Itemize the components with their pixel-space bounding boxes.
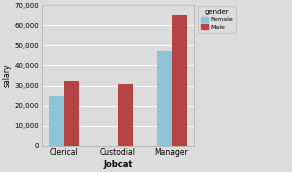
Bar <box>49 95 64 146</box>
Bar <box>157 51 172 146</box>
Legend: Female, Male: Female, Male <box>198 6 236 33</box>
Bar <box>118 84 133 146</box>
Bar <box>64 82 79 146</box>
Bar <box>172 15 187 146</box>
X-axis label: Jobcat: Jobcat <box>103 160 133 169</box>
Y-axis label: salary: salary <box>3 64 12 87</box>
